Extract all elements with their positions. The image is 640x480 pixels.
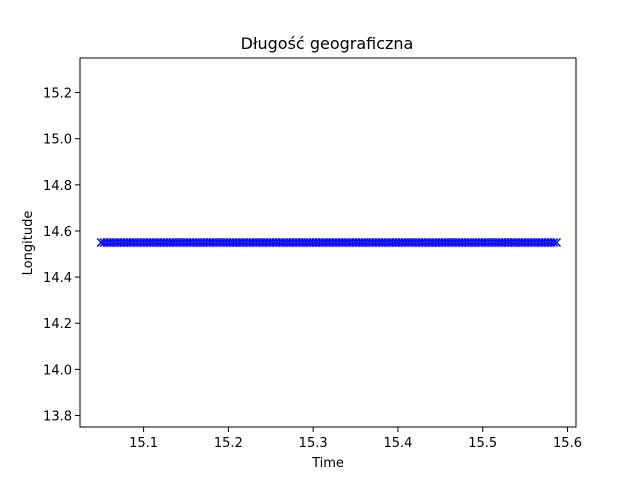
x-axis: 15.1 15.2 15.3 15.4 15.5 15.6 xyxy=(129,427,582,451)
data-point xyxy=(549,237,559,248)
y-tick-label: 14.4 xyxy=(43,271,72,286)
plot-frame xyxy=(79,57,577,428)
x-tick-label: 15.2 xyxy=(214,436,243,451)
x-tick-label: 15.1 xyxy=(129,436,158,451)
y-axis-label: Longitude xyxy=(21,211,36,276)
x-axis-label: Time xyxy=(311,456,344,471)
data-point xyxy=(551,237,562,248)
y-tick-label: 14.0 xyxy=(43,363,72,378)
x-tick-label: 15.4 xyxy=(383,436,412,451)
x-tick-label: 15.6 xyxy=(553,436,582,451)
data-points xyxy=(96,237,562,248)
y-tick-label: 14.8 xyxy=(43,179,72,194)
chart-title: Długość geograficzna xyxy=(241,34,414,53)
y-tick-label: 13.8 xyxy=(43,409,72,424)
y-tick-label: 15.0 xyxy=(43,133,72,148)
y-tick-label: 14.6 xyxy=(43,225,72,240)
y-tick-label: 14.2 xyxy=(43,317,72,332)
x-tick-label: 15.3 xyxy=(299,436,328,451)
x-tick-label: 15.5 xyxy=(468,436,497,451)
y-axis: 13.8 14.0 14.2 14.4 14.6 14.8 15.0 15.2 xyxy=(43,87,80,424)
y-tick-label: 15.2 xyxy=(43,87,72,102)
